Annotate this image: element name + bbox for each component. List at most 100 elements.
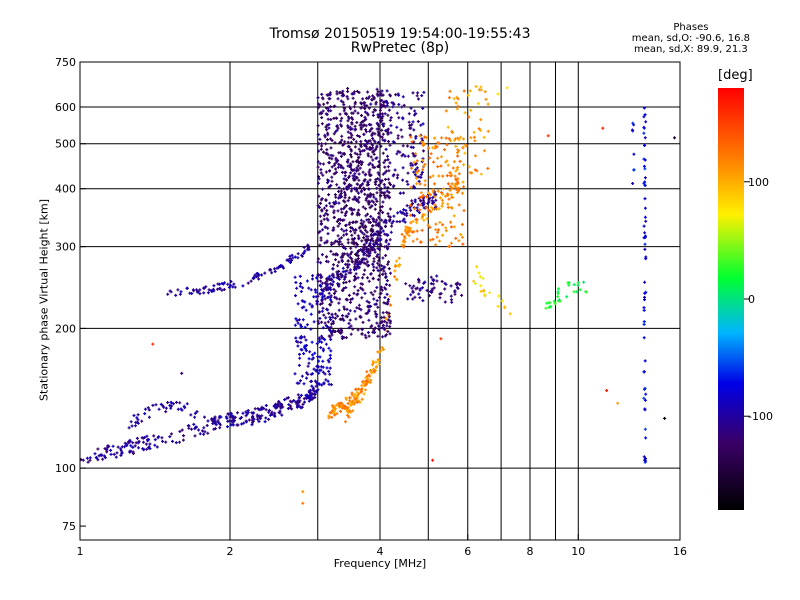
echo-point (301, 318, 305, 322)
echo-point (193, 427, 197, 431)
echo-point (394, 93, 398, 97)
echo-point (332, 132, 336, 136)
echo-point (463, 143, 467, 147)
echo-point (205, 424, 209, 427)
echo-point (329, 349, 333, 353)
echo-point (438, 296, 442, 300)
echo-point (356, 254, 360, 258)
echo-point (452, 214, 456, 218)
echo-point (348, 279, 351, 283)
echo-point (192, 289, 196, 293)
colorbar (718, 88, 744, 510)
echo-point (415, 206, 419, 210)
echo-point (377, 165, 381, 168)
echo-point (317, 142, 321, 146)
echo-point (353, 174, 357, 178)
echo-point (206, 431, 210, 435)
echo-point (352, 208, 356, 212)
echo-point (406, 226, 410, 230)
echo-point (371, 94, 375, 98)
echo-point (453, 183, 457, 187)
echo-point (321, 370, 325, 374)
echo-point (643, 176, 647, 180)
echo-point (441, 223, 445, 227)
echo-point (422, 218, 426, 222)
echo-point (326, 277, 330, 281)
echo-point (334, 167, 338, 171)
echo-point (644, 436, 648, 440)
echo-point (360, 239, 364, 243)
echo-point (333, 193, 337, 197)
echo-point (366, 260, 370, 264)
echo-point (391, 219, 395, 223)
echo-point (364, 262, 368, 266)
echo-point (299, 348, 303, 351)
echo-point (252, 276, 256, 280)
echo-point (290, 400, 294, 404)
echo-point (400, 154, 404, 158)
echo-point (384, 283, 388, 286)
echo-point (364, 382, 368, 386)
echo-point (367, 334, 371, 338)
echo-point (335, 92, 339, 96)
echo-point (367, 251, 371, 255)
echo-point (180, 371, 184, 375)
echo-point (441, 192, 445, 196)
echo-point (369, 291, 373, 295)
echo-point (414, 218, 418, 222)
echo-point (355, 89, 359, 93)
echo-point (442, 187, 446, 191)
echo-point (343, 252, 346, 256)
echo-point (452, 160, 456, 164)
echo-point (313, 351, 317, 355)
echo-point (302, 397, 306, 401)
echo-point (435, 279, 439, 283)
echo-point (318, 316, 322, 320)
echo-point (344, 286, 348, 290)
echo-point (301, 286, 305, 290)
echo-point (311, 388, 315, 392)
echo-point (547, 301, 551, 305)
echo-point (440, 136, 444, 140)
echo-point (409, 185, 413, 189)
echo-point (374, 147, 378, 151)
echo-point (157, 407, 161, 411)
echo-point (320, 309, 324, 313)
echo-point (319, 222, 323, 226)
echo-point (349, 298, 353, 301)
echo-point (483, 293, 487, 297)
echo-point (340, 210, 344, 214)
echo-point (343, 196, 347, 200)
echo-point (363, 251, 367, 255)
echo-point (341, 166, 345, 170)
echo-point (389, 271, 392, 275)
echo-point (325, 259, 328, 263)
echo-point (328, 303, 332, 306)
echo-point (376, 359, 380, 363)
y-tick-label: 600 (55, 101, 76, 114)
echo-point (223, 281, 226, 285)
echo-point (446, 163, 450, 167)
echo-point (337, 243, 341, 246)
echo-point (359, 190, 363, 194)
echo-point (376, 171, 380, 175)
echo-point (101, 457, 105, 461)
data-points (79, 85, 676, 505)
echo-point (643, 136, 647, 140)
echo-point (353, 127, 357, 131)
echo-point (409, 126, 413, 130)
echo-point (373, 207, 377, 211)
echo-point (367, 318, 371, 322)
echo-point (363, 178, 367, 182)
echo-point (344, 228, 348, 232)
echo-point (395, 152, 399, 156)
echo-point (333, 141, 337, 145)
echo-point (354, 259, 358, 263)
echo-point (373, 248, 377, 252)
echo-point (427, 191, 431, 195)
echo-point (355, 176, 359, 180)
echo-point (346, 259, 350, 263)
echo-point (161, 439, 164, 443)
echo-point (457, 203, 461, 207)
echo-point (438, 239, 441, 243)
